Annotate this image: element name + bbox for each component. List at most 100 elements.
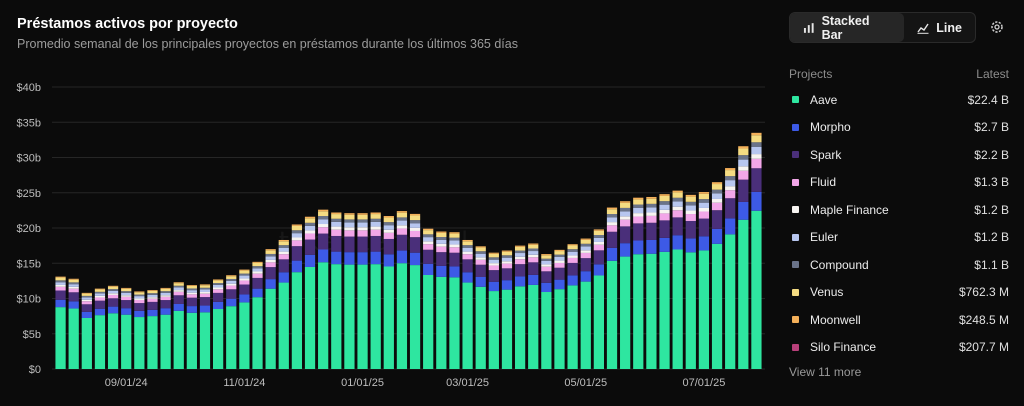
bar-segment-fluid bbox=[606, 225, 618, 232]
legend-item[interactable]: Maple Finance $1.2 B bbox=[789, 196, 1009, 224]
legend-item[interactable]: Compound $1.1 B bbox=[789, 251, 1009, 279]
bar-segment-moonwell bbox=[488, 252, 499, 254]
bar-segment-moonwell bbox=[501, 250, 513, 252]
bar-segment-morpho bbox=[370, 251, 381, 265]
legend-item[interactable]: Silo Finance $207.7 M bbox=[789, 334, 1009, 362]
bar-segment-venus bbox=[121, 288, 132, 292]
bar-segment-compound bbox=[567, 249, 578, 252]
legend-item-value: $1.2 B bbox=[974, 202, 1009, 217]
line-button[interactable]: Line bbox=[904, 13, 975, 42]
view-more-link[interactable]: View 11 more bbox=[789, 365, 862, 379]
bar-segment-aave bbox=[409, 265, 421, 369]
bar-segment-maple-finance bbox=[528, 254, 539, 258]
stacked-bar-button[interactable]: Stacked Bar bbox=[790, 13, 905, 42]
bar-segment-euler bbox=[620, 211, 631, 217]
bar-segment-maple-finance bbox=[173, 290, 184, 292]
bar-segment-euler bbox=[55, 282, 66, 285]
bar-segment-fluid bbox=[423, 244, 434, 250]
bar-segment-compound bbox=[409, 220, 421, 224]
bar-segment-spark bbox=[593, 250, 604, 265]
bar-segment-compound bbox=[462, 245, 473, 248]
bar-segment-euler bbox=[541, 260, 552, 265]
bar-segment-fluid bbox=[646, 215, 657, 223]
bar-segment-compound bbox=[580, 243, 591, 247]
bar-segment-venus bbox=[751, 135, 762, 143]
bar-segment-euler bbox=[134, 296, 145, 299]
bar-segment-venus bbox=[738, 148, 749, 156]
bar-segment-maple-finance bbox=[541, 264, 552, 267]
bar-segment-aave bbox=[278, 282, 289, 369]
bar-segment-venus bbox=[278, 241, 289, 246]
bar-segment-venus bbox=[528, 244, 539, 249]
bar-segment-morpho bbox=[331, 251, 342, 265]
bar-segment-spark bbox=[685, 220, 696, 239]
bar-segment-aave bbox=[55, 307, 66, 369]
bar-segment-spark bbox=[606, 231, 618, 248]
bar-segment-spark bbox=[580, 258, 591, 272]
bar-segment-spark bbox=[501, 268, 513, 281]
bar-segment-fluid bbox=[383, 232, 394, 239]
bar-segment-compound bbox=[698, 199, 710, 203]
bar-segment-maple-finance bbox=[449, 244, 460, 248]
bar-segment-compound bbox=[291, 230, 303, 234]
legend-item[interactable]: Venus $762.3 M bbox=[789, 279, 1009, 307]
bar-segment-compound bbox=[68, 282, 79, 285]
bar-segment-moonwell bbox=[186, 285, 197, 286]
bar-segment-fluid bbox=[239, 280, 250, 285]
bar-segment-moonwell bbox=[226, 275, 237, 277]
bar-segment-spark bbox=[698, 218, 710, 237]
bar-segment-venus bbox=[383, 217, 394, 223]
bar-segment-moonwell bbox=[160, 287, 171, 289]
bar-segment-moonwell bbox=[370, 212, 381, 215]
bar-segment-euler bbox=[278, 247, 289, 252]
bar-segment-euler bbox=[239, 275, 250, 279]
bar-segment-maple-finance bbox=[226, 283, 237, 286]
bar-segment-maple-finance bbox=[738, 166, 749, 171]
bar-segment-spark bbox=[81, 304, 92, 312]
bar-segment-euler bbox=[383, 225, 394, 230]
bar-segment-venus bbox=[593, 230, 604, 235]
legend-item[interactable]: Euler $1.2 B bbox=[789, 224, 1009, 252]
bar-segment-compound bbox=[751, 142, 762, 147]
stacked-bar-chart: $0$5b$10b$15b$20b$25b$30b$35b$40btoken t… bbox=[17, 82, 765, 389]
legend-rows: Aave $22.4 B Morpho $2.7 B Spark $2.2 B Fluid $… bbox=[789, 86, 1009, 361]
bar-segment-venus bbox=[541, 255, 552, 259]
bar-segment-aave bbox=[357, 264, 368, 369]
bar-segment-maple-finance bbox=[121, 295, 132, 297]
legend-item[interactable]: Moonwell $248.5 M bbox=[789, 306, 1009, 334]
bar-segment-euler bbox=[94, 293, 106, 296]
bar-segment-maple-finance bbox=[186, 292, 197, 295]
bar-segment-spark bbox=[488, 270, 499, 282]
bar-segment-fluid bbox=[580, 252, 591, 259]
bar-segment-spark bbox=[265, 267, 276, 280]
chart-subtitle: Promedio semanal de los principales proy… bbox=[17, 37, 518, 51]
chart-type-toggle: Stacked Bar Line bbox=[789, 12, 976, 43]
y-tick-label: $15b bbox=[17, 258, 41, 270]
bar-segment-moonwell bbox=[620, 201, 631, 203]
bar-segment-morpho bbox=[462, 272, 473, 283]
bar-segment-moonwell bbox=[81, 292, 92, 294]
y-tick-label: $10b bbox=[17, 294, 41, 306]
legend-swatch bbox=[792, 288, 799, 296]
bar-segment-maple-finance bbox=[160, 295, 171, 297]
legend-item[interactable]: Morpho $2.7 B bbox=[789, 114, 1009, 142]
legend: Projects Latest Aave $22.4 B Morpho $2.7 B S… bbox=[789, 62, 1009, 379]
bar-segment-compound bbox=[646, 203, 657, 208]
bar-segment-maple-finance bbox=[725, 186, 736, 191]
gear-icon[interactable] bbox=[989, 19, 1005, 35]
legend-item[interactable]: Fluid $1.3 B bbox=[789, 169, 1009, 197]
legend-item[interactable]: Aave $22.4 B bbox=[789, 86, 1009, 114]
bar-segment-maple-finance bbox=[620, 216, 631, 220]
bar-segment-maple-finance bbox=[68, 286, 79, 289]
bar-segment-aave bbox=[488, 291, 499, 369]
bar-segment-aave bbox=[620, 256, 631, 369]
bar-segment-fluid bbox=[528, 257, 539, 263]
legend-swatch bbox=[792, 96, 799, 104]
bar-segment-maple-finance bbox=[698, 207, 710, 212]
bar-segment-venus bbox=[646, 198, 657, 204]
bar-segment-compound bbox=[620, 207, 631, 212]
bar-segment-euler bbox=[331, 221, 342, 227]
legend-item[interactable]: Spark $2.2 B bbox=[789, 141, 1009, 169]
bar-chart-icon bbox=[803, 22, 814, 33]
bar-segment-moonwell bbox=[55, 276, 66, 278]
